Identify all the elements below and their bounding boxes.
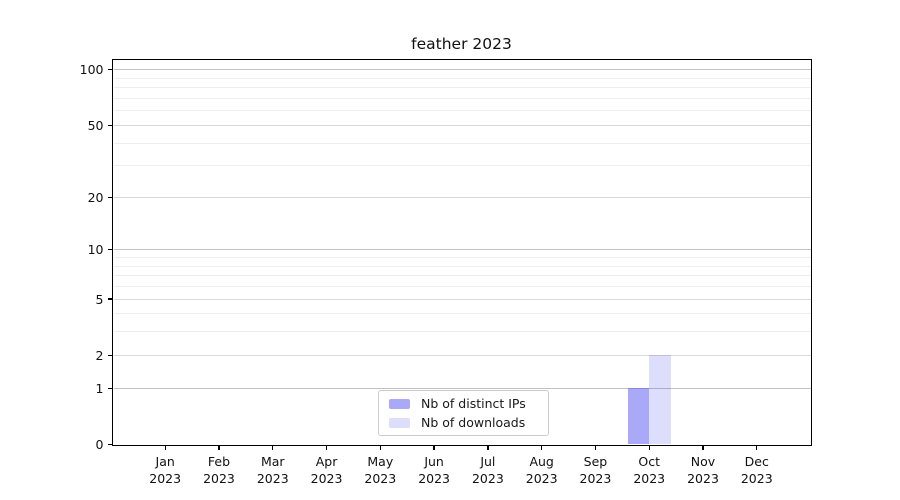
y-tick-label: 100: [79, 62, 104, 78]
gridline-major: [113, 196, 811, 198]
legend-swatch-downloads: [389, 417, 410, 428]
gridline-minor: [113, 313, 811, 315]
gridline-minor: [113, 142, 811, 144]
chart-title: feather 2023: [411, 35, 512, 53]
y-tick-label: 50: [87, 117, 104, 133]
x-tick-label: Sep 2023: [579, 453, 612, 486]
y-tick-label: 20: [87, 189, 104, 205]
x-tick-mark: [487, 445, 489, 451]
y-tick-mark: [107, 298, 113, 300]
gridline-minor: [113, 257, 811, 259]
x-tick-label: May 2023: [364, 453, 397, 486]
gridline-minor: [113, 165, 811, 167]
x-tick-mark: [218, 445, 220, 451]
bar-oct-downloads: [649, 355, 671, 445]
legend: Nb of distinct IPs Nb of downloads: [378, 390, 549, 436]
gridline-major: [113, 387, 811, 389]
gridline-major: [113, 124, 811, 126]
gridline-minor: [113, 265, 811, 267]
y-tick-mark: [107, 249, 113, 251]
gridline-minor: [113, 331, 811, 333]
x-tick-mark: [325, 445, 328, 451]
x-tick-label: Feb 2023: [203, 453, 235, 486]
legend-item-downloads: Nb of downloads: [389, 415, 548, 430]
x-tick-mark: [433, 445, 435, 451]
x-tick-mark: [756, 445, 758, 451]
legend-swatch-distinct-ips: [389, 398, 410, 409]
x-tick-label: Aug 2023: [525, 453, 558, 486]
y-tick-mark: [107, 387, 113, 389]
gridline-minor: [113, 286, 811, 288]
gridline-major: [113, 354, 811, 356]
gridline-minor: [113, 110, 811, 112]
x-tick-label: Oct 2023: [633, 453, 666, 486]
y-tick-mark: [107, 124, 113, 126]
x-tick-mark: [164, 445, 166, 451]
legend-item-distinct-ips: Nb of distinct IPs: [389, 396, 548, 411]
x-tick-mark: [379, 445, 381, 451]
legend-label-downloads: Nb of downloads: [421, 415, 526, 430]
y-tick-label: 1: [95, 380, 104, 396]
y-tick-mark: [107, 354, 113, 356]
gridline-minor: [113, 97, 811, 99]
y-tick-label: 5: [95, 291, 104, 307]
x-tick-label: Mar 2023: [256, 453, 289, 486]
x-tick-mark: [541, 445, 543, 451]
x-tick-label: Apr 2023: [310, 453, 343, 486]
x-tick-mark: [272, 445, 274, 451]
x-tick-mark: [648, 445, 650, 451]
gridline-minor: [113, 87, 811, 89]
y-tick-mark: [107, 443, 113, 446]
y-tick-mark: [107, 69, 113, 71]
bar-oct-distinct-ips: [627, 388, 650, 445]
y-tick-label: 2: [95, 347, 104, 363]
x-tick-label: Dec 2023: [740, 453, 773, 486]
gridline-major: [113, 249, 811, 251]
gridline-minor: [113, 77, 811, 79]
y-tick-mark: [107, 196, 113, 198]
y-tick-label: 10: [87, 242, 104, 258]
x-tick-mark: [702, 445, 704, 451]
x-tick-label: Jul 2023: [471, 453, 504, 486]
x-tick-label: Nov 2023: [687, 453, 719, 486]
x-tick-label: Jan 2023: [149, 453, 182, 486]
gridline-minor: [113, 275, 811, 277]
x-tick-label: Jun 2023: [418, 453, 450, 486]
gridline-major: [113, 298, 811, 300]
y-tick-label: 0: [95, 437, 104, 452]
x-tick-mark: [594, 445, 597, 451]
legend-label-distinct-ips: Nb of distinct IPs: [421, 396, 526, 411]
gridline-major: [113, 69, 811, 71]
